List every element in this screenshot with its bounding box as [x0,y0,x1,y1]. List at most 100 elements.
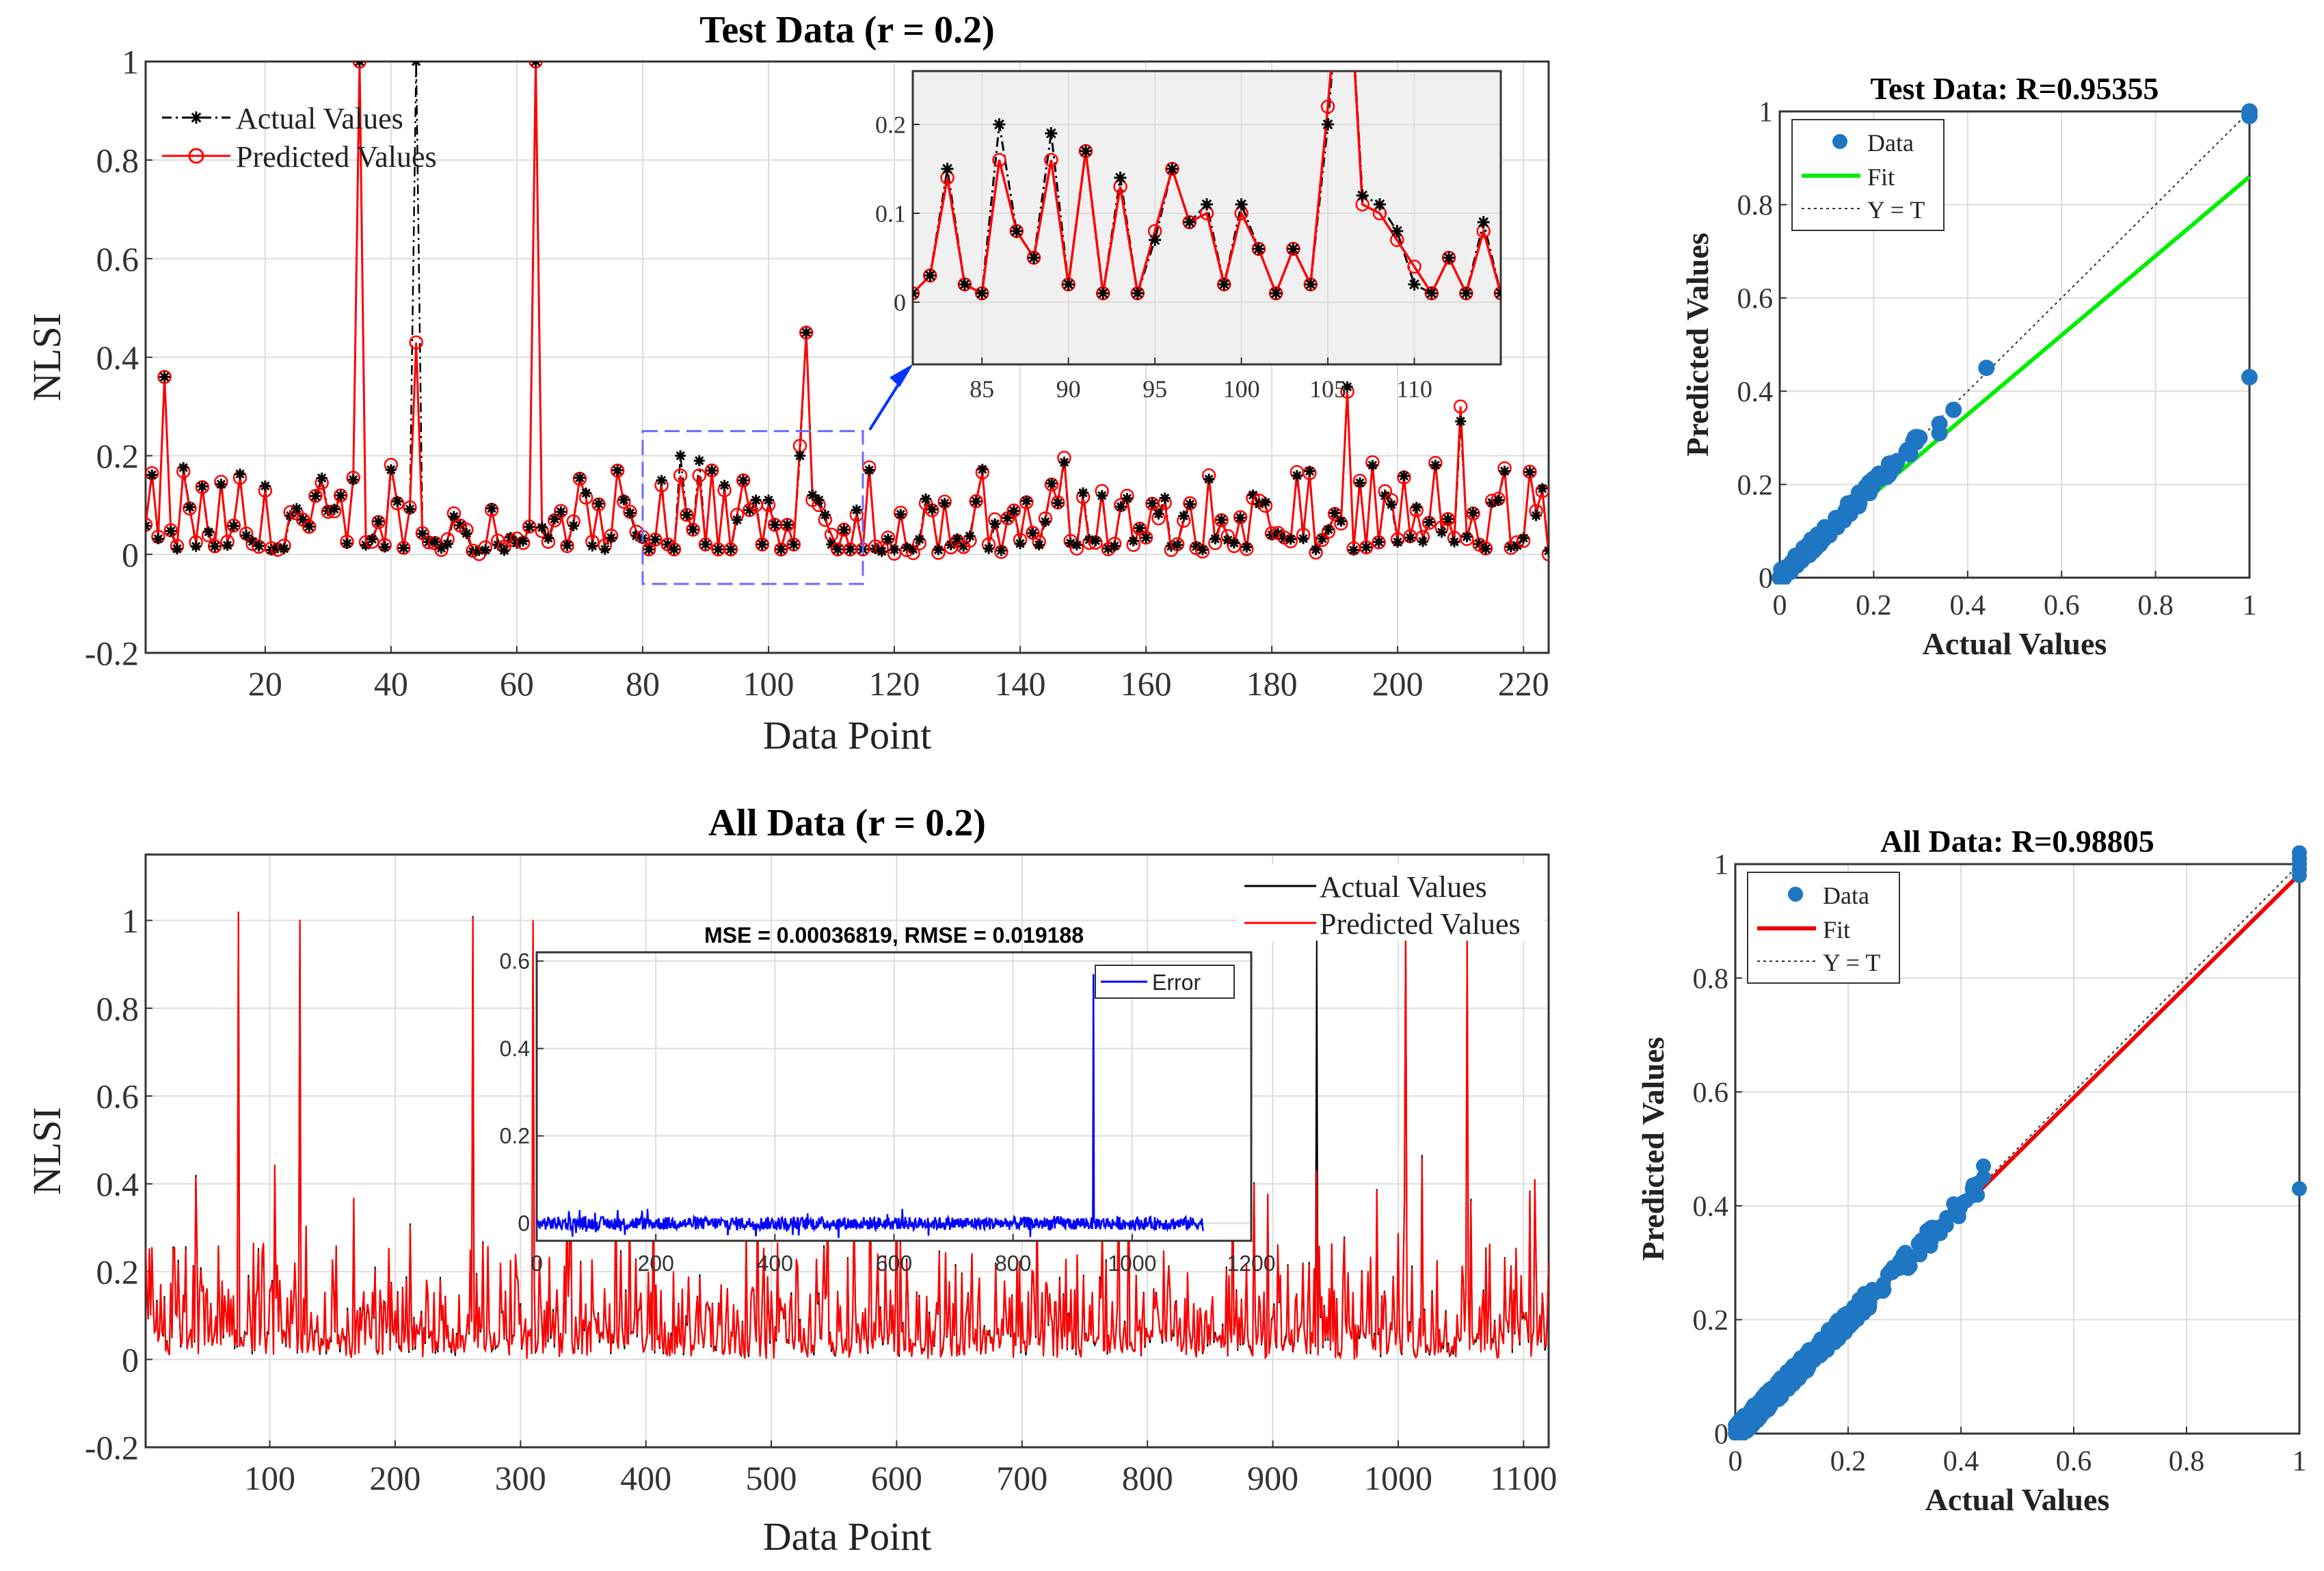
actual-marker [1203,473,1215,485]
actual-marker [1259,496,1271,508]
data-point [1746,1413,1761,1429]
actual-marker [1178,510,1190,522]
actual-marker [1373,536,1385,548]
y-tick-label: 0 [122,535,139,574]
actual-marker [353,62,365,67]
actual-marker [1190,541,1202,552]
error_inset-axes-frame [535,951,1253,1242]
x-tick-label: 220 [1498,664,1549,703]
actual-marker [650,534,661,546]
y-tick-label: 0 [1759,563,1773,595]
actual-marker [1008,505,1019,517]
actual-marker [794,450,805,461]
predicted-marker [529,62,543,69]
predicted-marker [1372,535,1386,550]
x-tick-label: 0 [531,1251,543,1276]
inset-actual-marker [1270,287,1283,299]
x-tick-label: 120 [869,664,920,703]
actual-marker [373,515,384,527]
y-tick-label: 1 [1759,97,1773,129]
x-tick-label: 105 [1309,375,1346,403]
y-axis-label: Predicted Values [1635,1037,1670,1261]
chart-title: All Data: R=0.98805 [1880,824,2154,859]
x-tick-label: 160 [1121,664,1172,703]
legend-data-marker [1788,887,1803,902]
data-point [1857,1298,1873,1314]
actual-marker [895,509,907,520]
predicted-marker [1359,540,1374,554]
actual-marker [1291,470,1303,481]
actual-marker [379,541,390,553]
x-tick-label: 1200 [1227,1251,1275,1276]
actual-marker [775,543,787,555]
data-point [1765,1380,1780,1396]
x-tick-label: 800 [995,1251,1031,1276]
actual-marker [1027,527,1039,539]
actual-marker [750,494,762,506]
actual-marker [567,520,579,531]
y-tick-label: 0.6 [500,949,530,974]
all_series-axes-frame [144,853,1550,1449]
inset-actual-marker [1235,198,1248,211]
actual-marker [518,535,529,547]
actual-marker [656,474,667,486]
actual-marker [542,533,554,544]
actual-marker [580,487,592,499]
actual-marker [958,540,970,552]
y-tick-label: 0.2 [875,111,906,139]
actual-marker [429,536,441,548]
y-tick-label: 0.2 [1737,470,1774,501]
actual-marker [203,526,215,538]
data-point [1931,1221,1946,1237]
actual-marker [297,514,309,526]
y-tick-label: 0.2 [96,1253,139,1291]
inset-actual-marker [1304,278,1317,291]
actual-marker [1071,539,1082,551]
actual-marker [1392,536,1404,548]
inset-predicted-marker [1407,259,1421,274]
actual-marker [385,464,397,476]
y-tick-label: 0 [122,1341,139,1379]
actual-marker [1184,498,1196,510]
data-point [1964,1181,1980,1196]
actual-marker [442,538,453,550]
actual-marker [1467,507,1479,519]
y-tick-label: 0 [518,1211,530,1236]
legend-data-label: Data [1823,882,1869,909]
actual-marker [876,546,887,557]
x-tick-label: 100 [743,664,794,703]
predicted-marker [308,489,323,503]
actual-marker [1228,537,1240,549]
x-tick-label: 600 [871,1459,922,1497]
actual-marker [1096,489,1108,501]
zoom-arrowhead [890,364,913,387]
actual-marker [1511,540,1523,552]
y-tick-label: 0.6 [1737,284,1774,315]
y-tick-label: -0.2 [85,1429,139,1467]
x-tick-label: 0.2 [1830,1446,1867,1477]
x-tick-label: 0 [1773,590,1787,621]
predicted-marker [157,370,172,384]
x-tick-label: 0.6 [2056,1446,2092,1477]
legend-predicted-label: Predicted Values [1320,907,1521,941]
x-tick-label: 0.8 [2169,1446,2205,1477]
actual-marker [952,533,963,545]
inset-actual-marker [1373,198,1386,211]
x-tick-label: 200 [369,1459,420,1497]
actual-marker [1442,513,1454,525]
y-tick-label: 0.2 [500,1124,530,1149]
x-tick-label: 1000 [1108,1251,1156,1276]
inset-actual-marker [1287,243,1300,255]
actual-marker [1322,524,1334,535]
actual-marker [1033,539,1045,551]
predicted-marker [799,325,814,340]
actual-marker [1247,489,1259,501]
actual-marker [756,539,768,550]
test_series-axes-frame [144,60,1550,654]
actual-marker [479,544,491,556]
x-tick-label: 400 [620,1459,671,1497]
actual-marker [1385,498,1397,510]
actual-marker [536,522,548,533]
data-point [1754,1397,1769,1413]
